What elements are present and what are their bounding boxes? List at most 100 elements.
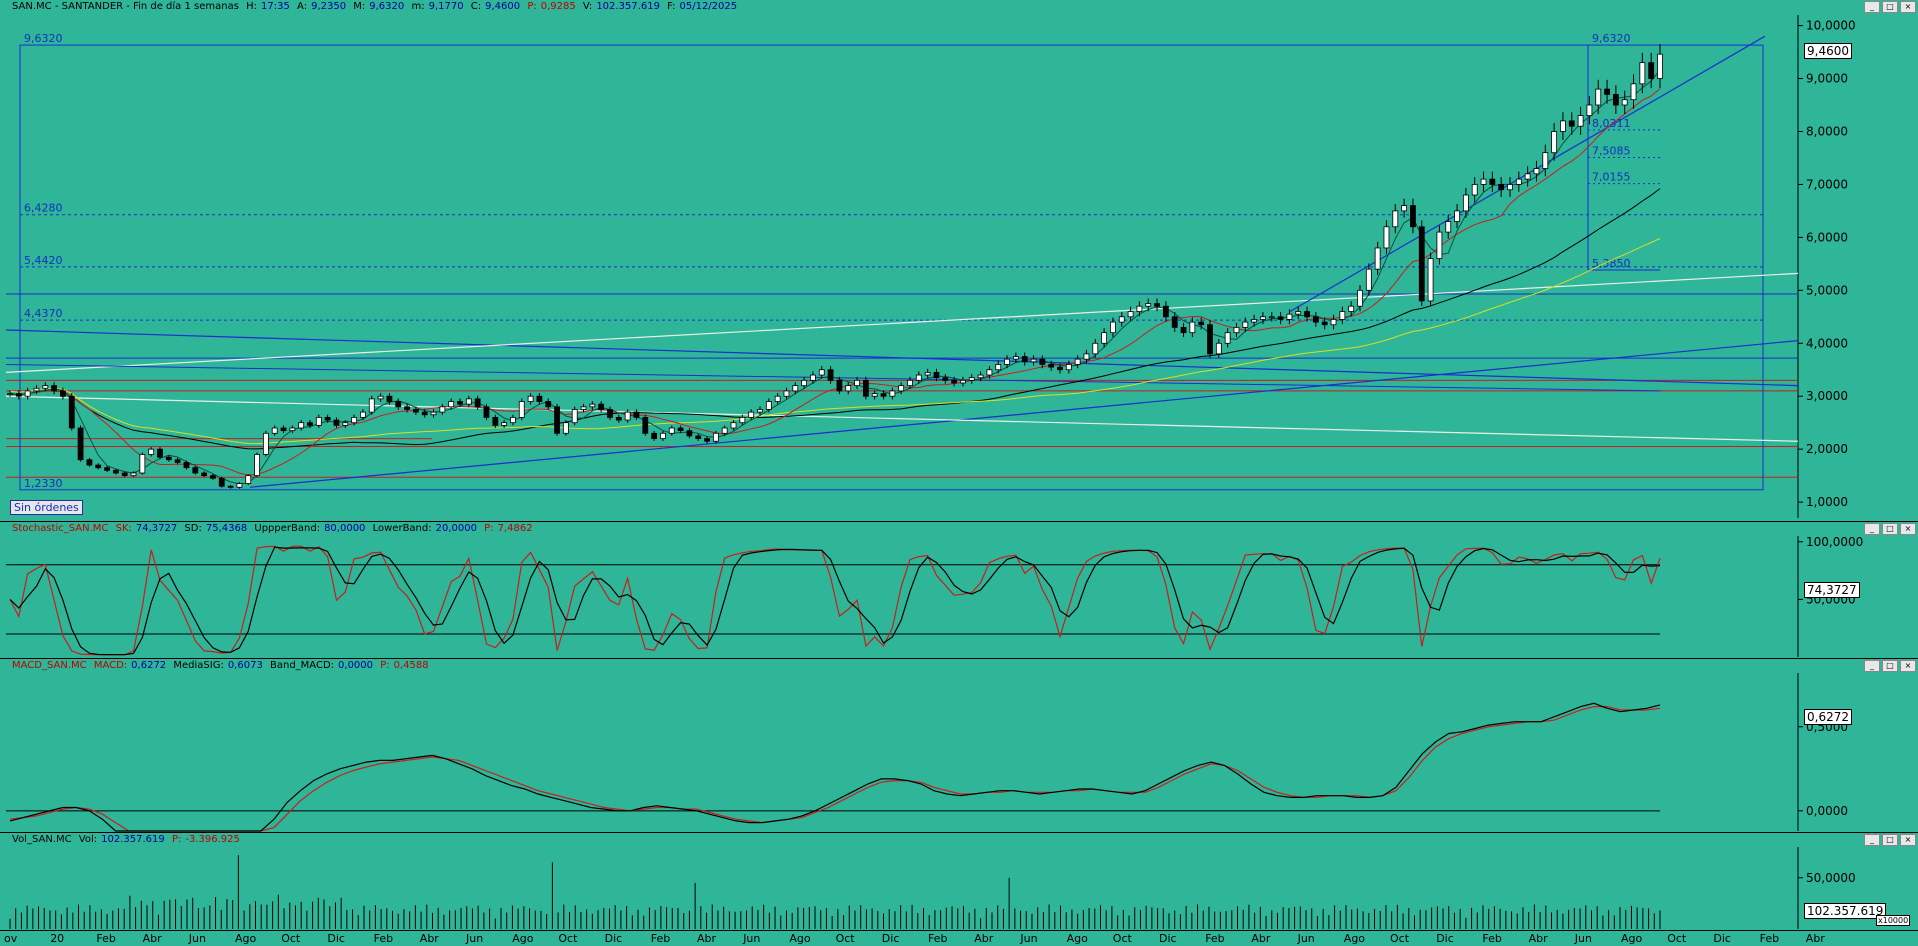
x-axis-label: Abr: [1805, 932, 1825, 945]
close-button[interactable]: ×: [1900, 660, 1916, 672]
candle-body: [880, 393, 887, 397]
stoch-y-tick-label: 100,0000: [1806, 535, 1863, 549]
candle-body: [527, 395, 534, 402]
candle-body: [1374, 247, 1381, 270]
x-axis-label: Dic: [1713, 932, 1731, 945]
x-axis-label: Oct: [1112, 932, 1132, 945]
candle-body: [615, 416, 622, 421]
ma-red: [9, 88, 1661, 476]
candle-body: [201, 472, 208, 477]
candle-body: [1454, 210, 1460, 222]
candle-body: [1180, 326, 1187, 334]
candle-body: [1480, 178, 1487, 185]
candle-body: [889, 390, 896, 397]
candle-body: [942, 377, 949, 381]
x-axis-label: Abr: [419, 932, 439, 945]
minimize-button[interactable]: _: [1864, 523, 1880, 535]
vol-y-tick-label: 50,0000: [1806, 871, 1856, 885]
x-axis-label: Ago: [512, 932, 534, 945]
stochastic-badge: 74,3727: [1804, 582, 1860, 598]
close-button[interactable]: ×: [1900, 834, 1916, 846]
x-axis-label: Abr: [1251, 932, 1271, 945]
candle-body: [1260, 316, 1266, 320]
x-axis-label: Dic: [327, 932, 345, 945]
maximize-button[interactable]: □: [1882, 1, 1898, 13]
candle-body: [677, 427, 684, 432]
maximize-button[interactable]: □: [1882, 660, 1898, 672]
x-axis-label: Oct: [1390, 932, 1410, 945]
open-value: 9,2350: [311, 1, 347, 12]
fib-label: 5,3850: [1592, 257, 1631, 270]
close-button[interactable]: ×: [1900, 523, 1916, 535]
candle-body: [1357, 289, 1363, 307]
candle-body: [1127, 311, 1134, 318]
candle-body: [1612, 94, 1619, 106]
candle-body: [951, 379, 958, 384]
x-axis-label: Jun: [1574, 932, 1592, 945]
candle-body: [1365, 268, 1372, 291]
candle-body: [633, 411, 640, 418]
x-axis-label: Feb: [928, 932, 948, 945]
close-button[interactable]: ×: [1900, 1, 1916, 13]
candle-body: [95, 464, 102, 469]
level-label: 5,4420: [24, 254, 63, 267]
candle-body: [351, 416, 358, 424]
fib-label: 7,5085: [1592, 145, 1631, 158]
x-axis-label: Jun: [466, 932, 484, 945]
candle-body: [598, 403, 605, 410]
maximize-button[interactable]: □: [1882, 523, 1898, 535]
change-value: 0,9285: [540, 1, 576, 12]
price-y-tick-label: 1,0000: [1806, 495, 1848, 509]
candle-body: [783, 390, 790, 397]
candle-body: [104, 467, 110, 471]
x-axis-label: Ago: [1621, 932, 1643, 945]
candle-body: [1101, 332, 1108, 344]
stochastic-header: Stochastic_SAN.MC SK: 74,3727 SD: 75,4368 …: [12, 523, 533, 534]
candle-body: [518, 401, 525, 418]
candle-body: [1418, 226, 1425, 302]
ma-short: [9, 69, 1661, 485]
candle-body: [757, 409, 763, 413]
hour-value: 17:35: [261, 1, 290, 12]
candle-body: [439, 406, 446, 413]
candle-body: [642, 416, 649, 434]
minimize-button[interactable]: _: [1864, 660, 1880, 672]
x-axis-label: Feb: [650, 932, 671, 945]
macd-header: MACD_SAN.MC MACD: 0,6272 MediaSIG: 0,6073 …: [12, 660, 429, 671]
candle-body: [1030, 358, 1037, 363]
price-y-tick-label: 7,0000: [1806, 177, 1848, 191]
candle-body: [1568, 120, 1575, 127]
candle-body: [986, 369, 993, 376]
candle-body: [386, 395, 393, 402]
volume-chart[interactable]: 50,0000: [0, 833, 1918, 931]
candle-body: [651, 432, 658, 439]
minimize-button[interactable]: _: [1864, 1, 1880, 13]
candle-body: [1533, 168, 1540, 175]
trend-line: [5, 272, 1799, 373]
candle-body: [15, 393, 22, 397]
candle-body: [1321, 321, 1328, 326]
candle-body: [1004, 358, 1010, 365]
candle-body: [307, 422, 313, 426]
candle-body: [536, 395, 543, 402]
candle-body: [1118, 316, 1125, 323]
candle-body: [68, 395, 75, 429]
minimize-button[interactable]: _: [1864, 834, 1880, 846]
candle-body: [1189, 321, 1196, 334]
candle-body: [827, 369, 834, 381]
candle-body: [1048, 364, 1055, 368]
candle-body: [1577, 115, 1584, 127]
candle-body: [1251, 319, 1258, 323]
candle-body: [792, 385, 799, 392]
x-axis-label: Feb: [1482, 932, 1502, 945]
candle-body: [1171, 316, 1178, 328]
price-chart[interactable]: 1,0000 2,0000 3,0000 4,0000 5,0000 6,0000 7,00…: [0, 0, 1918, 521]
maximize-button[interactable]: □: [1882, 834, 1898, 846]
candle-body: [1515, 178, 1522, 185]
x-axis-label: Abr: [974, 932, 994, 945]
sin-ordenes-button[interactable]: Sin órdenes: [10, 500, 83, 515]
candle-body: [1648, 62, 1655, 79]
level-label: 1,2330: [24, 477, 63, 490]
